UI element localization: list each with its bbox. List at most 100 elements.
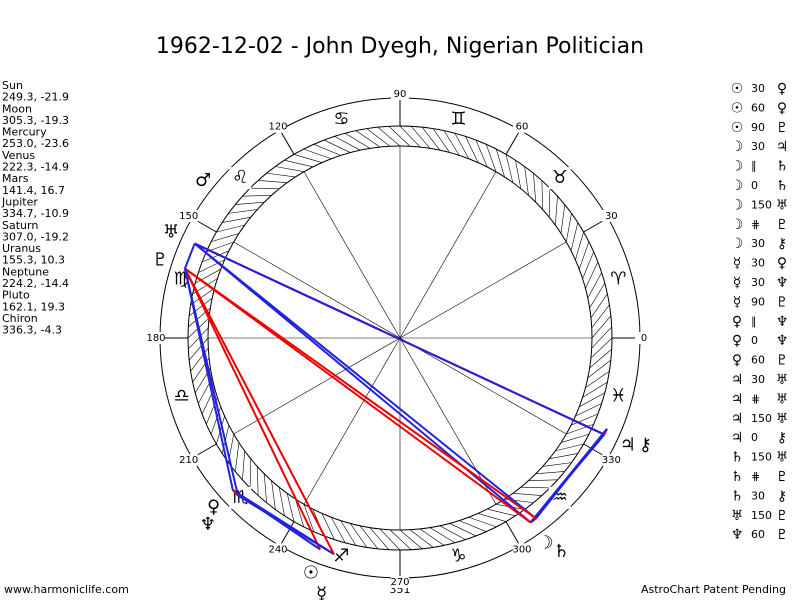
ring-hatch	[587, 272, 602, 299]
ring-hatch	[589, 348, 612, 369]
aspect-type: 90	[751, 295, 765, 308]
degree-label-bg	[635, 332, 653, 344]
aspect-from: ☿	[733, 275, 742, 291]
planet-position: 307.0, -19.2	[2, 230, 69, 243]
ring-hatch	[211, 233, 240, 243]
aspect-from: ☽	[731, 178, 744, 194]
degree-label: 30	[605, 211, 618, 222]
ring-hatch	[579, 392, 605, 408]
ring-hatch	[286, 493, 295, 522]
degree-label: 90	[394, 89, 407, 100]
ring-hatch	[465, 136, 479, 163]
ring-hatch	[201, 250, 230, 263]
aspect-type: 150	[751, 509, 772, 522]
ring-hatch	[495, 149, 505, 178]
aspect-from: ♃	[731, 411, 744, 427]
ring-hatch	[555, 196, 558, 226]
sign-glyph: ♈	[610, 269, 626, 290]
sign-bg	[330, 108, 353, 131]
sign-bg	[229, 167, 252, 190]
planet-glyph: ♅	[163, 222, 179, 243]
degree-label: 240	[268, 544, 287, 555]
ring-hatch	[266, 172, 296, 178]
planet-glyph: ♄	[553, 541, 569, 562]
aspect-from: ☽	[731, 159, 744, 175]
aspect-to: ⚷	[777, 430, 787, 446]
ring-hatch	[533, 173, 537, 203]
aspect-to: ♀	[777, 256, 787, 272]
sign-glyph: ♌	[232, 167, 248, 188]
planet-name: Mercury	[2, 126, 47, 139]
aspect-from: ♃	[731, 391, 744, 407]
ring-hatch	[429, 527, 456, 544]
ring-hatch	[275, 166, 305, 173]
ring-hatch	[541, 180, 543, 210]
planet-glyph: ☉	[303, 563, 319, 584]
aspect-type: 0	[751, 334, 758, 347]
ring-hatch	[330, 517, 346, 543]
aspect-to: ♃	[776, 139, 789, 155]
aspect-type: 0	[751, 431, 758, 444]
planet-glyph: ♆	[200, 514, 216, 535]
ring-hatch	[560, 433, 589, 443]
planet-name: Mars	[2, 172, 29, 185]
ring-hatch	[242, 450, 245, 480]
aspect-to: ♆	[776, 275, 789, 291]
ring-hatch	[582, 251, 594, 279]
sign-bg	[447, 545, 470, 568]
ring-hatch	[242, 195, 272, 197]
house-line	[233, 337, 401, 435]
title: 1962-12-02 - John Dyegh, Nigerian Politi…	[156, 34, 644, 59]
sign-divider	[505, 521, 521, 547]
aspect-from: ♀	[732, 353, 742, 369]
house-line	[303, 337, 401, 505]
ring-hatch	[379, 528, 401, 551]
ring-hatch	[293, 154, 322, 163]
planet-glyph: ☿	[316, 583, 327, 600]
aspect-to: ♇	[776, 294, 789, 310]
aspect-type: ⋕	[751, 470, 760, 483]
sign-bg	[170, 385, 193, 408]
ring-hatch	[449, 523, 477, 537]
ring-hatch	[313, 144, 341, 156]
sign-glyph: ♑	[450, 545, 466, 566]
planet-name: Pluto	[2, 289, 30, 302]
ring-hatch	[575, 403, 602, 417]
ring-hatch	[366, 128, 391, 147]
planet-name: Sun	[2, 79, 23, 92]
ring-hatch	[524, 166, 529, 196]
degree-label: 180	[146, 333, 165, 344]
ring-hatch	[549, 453, 578, 460]
planet-glyph: ☽	[538, 533, 554, 554]
sign-divider	[279, 129, 295, 155]
aspect-to: ♇	[776, 469, 789, 485]
sign-glyph: ♎	[174, 385, 190, 406]
ring-hatch	[587, 359, 612, 379]
ring-hatch	[235, 201, 265, 205]
sign-glyph: ♋	[333, 109, 349, 130]
ring-hatch	[195, 268, 221, 284]
aspect-type: 30	[751, 237, 765, 250]
aspect-from: ☉	[731, 120, 744, 136]
aspect-from: ☉	[731, 100, 744, 116]
aspect-to: ♀	[777, 81, 787, 97]
degree-label: 330	[602, 455, 621, 466]
degree-label-bg	[602, 210, 621, 222]
planet-name: Moon	[2, 102, 32, 115]
ring-hatch	[575, 231, 584, 260]
planet-name: Neptune	[2, 265, 49, 278]
ring-hatch	[344, 132, 371, 149]
ring-hatch	[515, 160, 522, 189]
degree-label: 60	[516, 122, 529, 133]
ring-hatch	[582, 381, 608, 398]
degree-label-bg	[179, 210, 198, 222]
aspect-to: ♀	[777, 100, 787, 116]
aspect-line	[184, 268, 335, 555]
degree-label: 300	[512, 544, 531, 555]
aspect-type: 30	[751, 257, 765, 270]
ring-hatch	[505, 154, 514, 183]
ring-hatch	[399, 125, 421, 148]
degree-label-bg	[391, 576, 409, 588]
degree-label: 0	[641, 333, 647, 344]
